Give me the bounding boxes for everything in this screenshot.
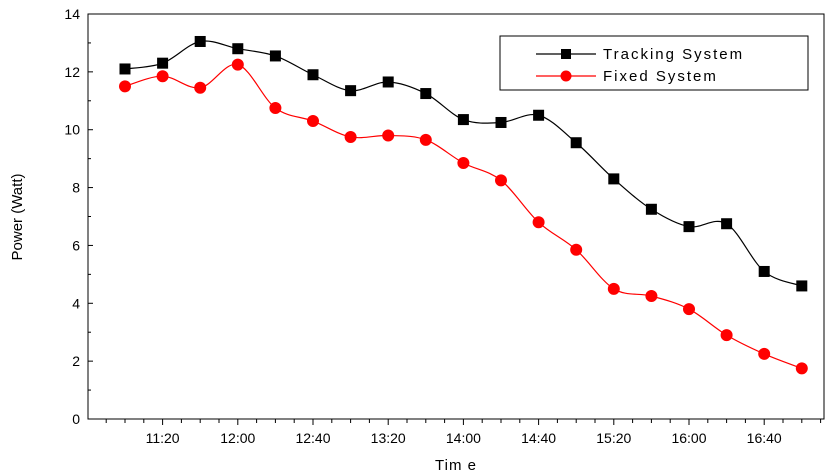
legend: Tracking System Fixed System: [499, 35, 809, 91]
data-point: [119, 80, 131, 93]
y-tick-label: 8: [72, 180, 80, 196]
data-point: [608, 173, 620, 185]
data-point: [457, 114, 469, 126]
data-point: [795, 362, 808, 375]
y-axis-title: Power (Watt): [9, 174, 26, 261]
data-point: [420, 88, 432, 100]
x-axis: 11:20 12:00 12:40 13:20 14:00 14:40 15:20 16:00…: [105, 419, 822, 446]
series-line: [124, 63, 803, 369]
y-tick-label: 2: [72, 353, 80, 369]
data-point: [156, 70, 169, 83]
data-point: [796, 280, 808, 292]
data-point: [194, 35, 206, 47]
data-point: [382, 76, 394, 88]
data-point: [231, 58, 244, 71]
y-tick-label: 10: [64, 122, 80, 138]
data-point: [269, 50, 281, 62]
data-point: [495, 116, 507, 128]
data-point: [570, 243, 583, 256]
y-axis: 0 2 4 6 8 10 12 14: [64, 6, 93, 427]
legend-entry: Tracking System: [536, 46, 744, 63]
data-point: [157, 57, 169, 69]
data-point: [307, 69, 319, 81]
legend-entry: Fixed System: [536, 68, 718, 85]
x-tick-label: 11:20: [146, 430, 180, 446]
x-tick-label: 16:00: [671, 430, 706, 446]
data-point: [495, 174, 507, 187]
data-point: [307, 115, 319, 128]
x-tick-label: 15:20: [596, 430, 631, 446]
data-point: [758, 347, 771, 360]
x-axis-title: Tim e: [435, 457, 477, 474]
x-tick-label: 12:00: [220, 430, 255, 446]
data-point: [194, 81, 207, 94]
data-point: [419, 133, 432, 146]
data-point: [645, 203, 657, 215]
data-point: [382, 129, 395, 142]
y-tick-label: 0: [72, 411, 80, 427]
legend-box: [499, 35, 809, 91]
series-layer: [119, 35, 808, 375]
legend-label: Tracking System: [603, 46, 744, 63]
data-point: [457, 156, 470, 169]
data-point: [532, 216, 545, 229]
data-point: [645, 290, 658, 303]
x-tick-label: 13:20: [371, 430, 406, 446]
data-point: [683, 303, 695, 316]
y-tick-label: 12: [64, 64, 80, 80]
y-tick-label: 6: [72, 237, 80, 253]
data-point: [344, 130, 357, 143]
legend-label: Fixed System: [603, 68, 718, 85]
y-tick-label: 4: [72, 295, 80, 311]
data-point: [570, 137, 582, 149]
x-tick-label: 14:40: [521, 430, 556, 446]
y-tick-label: 14: [64, 6, 80, 22]
data-point: [269, 102, 282, 115]
data-point: [720, 329, 733, 342]
x-tick-label: 16:40: [747, 430, 782, 446]
legend-marker: [561, 49, 571, 59]
series-tracking-system: [119, 35, 808, 292]
x-tick-label: 12:40: [295, 430, 330, 446]
data-point: [232, 43, 244, 55]
data-point: [721, 218, 733, 230]
legend-marker: [560, 70, 572, 82]
series-fixed-system: [119, 58, 808, 375]
data-point: [683, 221, 695, 233]
data-point: [345, 85, 357, 97]
x-tick-label: 14:00: [446, 430, 481, 446]
data-point: [533, 109, 545, 121]
data-point: [758, 265, 770, 277]
data-point: [119, 63, 131, 75]
data-point: [607, 282, 620, 295]
